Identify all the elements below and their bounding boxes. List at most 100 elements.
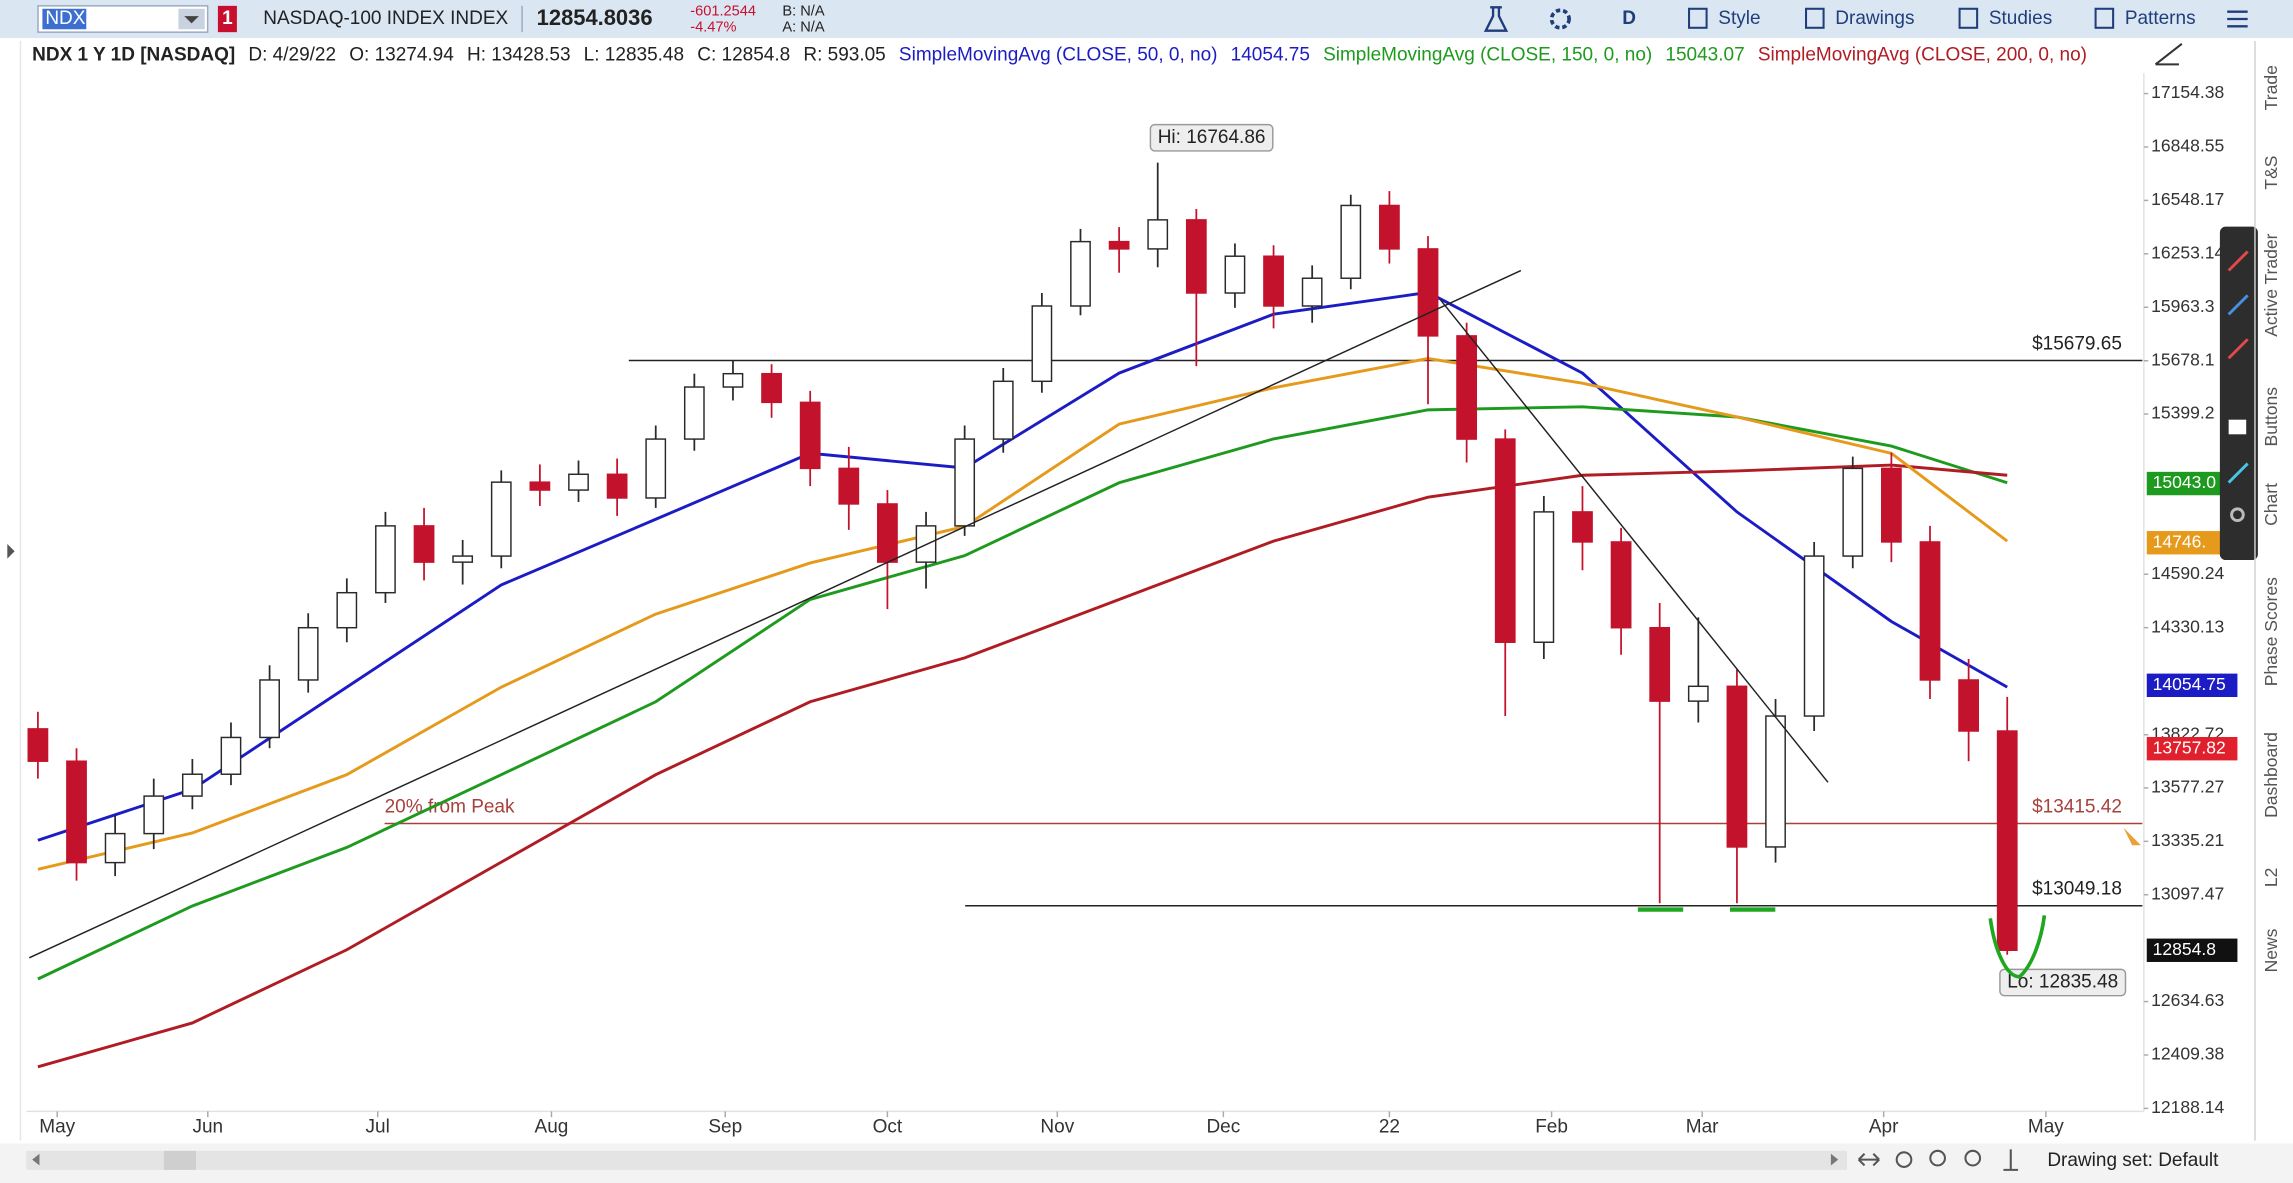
candle-body [1958,679,1979,732]
side-tab[interactable]: T&S [2261,155,2281,189]
candle-body [1572,511,1593,543]
tool-icon[interactable] [2227,250,2249,272]
candle-body [1610,541,1632,629]
side-tab[interactable]: Buttons [2261,387,2281,447]
last-price: 12854.8036 [537,5,653,30]
candle-body [490,481,512,557]
y-tick-label: 16548.17 [2151,189,2224,209]
scrollbar[interactable] [26,1150,1847,1170]
menu-icon[interactable] [1958,7,1979,29]
side-tab[interactable]: Chart [2261,483,2281,526]
y-tick-label: 15399.2 [2151,403,2214,423]
menu-button[interactable]: Style [1718,8,1760,29]
menu-button[interactable]: Studies [1989,8,2052,29]
zoom-controls [1857,1149,2019,1171]
candle-body [1996,730,2018,952]
x-tick-label: Apr [1869,1116,1899,1137]
y-tick-label: 15963.3 [2151,296,2214,316]
tool-icon[interactable] [2227,338,2249,360]
candle-body [336,591,358,629]
period-button[interactable]: D [1622,8,1636,29]
x-tick-label: Oct [873,1116,903,1137]
ohlc-field: L: 12835.48 [584,45,684,66]
candle-body [1919,541,1941,681]
flask-icon[interactable] [1483,6,1509,32]
menu-icon[interactable] [1805,7,1825,29]
toolbar [0,0,2293,39]
settings-icon[interactable] [1549,8,1571,30]
candle-body [877,503,898,563]
high-label-box [1149,123,1274,152]
price-tag-label: 14746. [2153,531,2207,551]
side-tab[interactable]: L2 [2261,868,2281,888]
candle-body [1108,240,1130,250]
ohlc-field: C: 12854.8 [697,45,790,66]
candle-body [1379,204,1400,250]
expand-arrow[interactable] [7,543,15,559]
ohlc-field: H: 13428.53 [467,45,571,66]
y-tick-label: 16253.14 [2151,242,2224,262]
menu-icon[interactable] [1688,7,1708,29]
candle-body [1031,305,1053,383]
price-tag [2146,736,2238,761]
tool-icon[interactable] [2227,294,2249,316]
ohlc-field: O: 13274.94 [349,45,454,66]
pan-icon[interactable] [1857,1153,1880,1167]
side-tab[interactable]: Trade [2261,65,2281,110]
x-tick-label: May [2028,1116,2064,1137]
side-tab[interactable]: Dashboard [2261,732,2281,818]
alert-badge[interactable] [217,5,237,33]
drawing-set-icon[interactable] [2003,1149,2019,1171]
x-tick-label: Mar [1686,1116,1719,1137]
symbol[interactable]: NDX [45,8,85,29]
price-level-label: $13415.42 [2032,796,2122,817]
menu-icon[interactable] [2094,7,2115,29]
candle-body [1842,467,1864,557]
candle-body [645,438,667,499]
scroll-thumb[interactable] [163,1150,196,1170]
side-tab[interactable]: Phase Scores [2261,577,2281,686]
bid: B: N/A [782,4,824,20]
candle-body [452,555,474,563]
candle-body [1263,255,1284,307]
tool-icon[interactable] [2227,462,2249,484]
drawing-tool-icons [2227,250,2249,523]
tool-icon[interactable] [2228,419,2247,435]
plot-area: 17154.38 16848.55 16548.17 16253.14 15963.3 1… [27,82,2238,1137]
menu-button[interactable]: Drawings [1835,8,1914,29]
menu-button[interactable]: Patterns [2125,8,2196,29]
price-level-label: $13049.18 [2032,879,2122,900]
candle-body [220,736,242,775]
side-tab[interactable]: News [2261,928,2281,972]
x-tick-label: Aug [535,1116,569,1137]
drawing-pen-icon[interactable] [2154,43,2183,66]
candle-body [1533,511,1555,643]
candle-body [529,481,551,491]
candle-body [722,372,744,388]
x-tick-label: May [39,1116,75,1137]
y-tick-label: 13577.27 [2151,777,2224,797]
zoom-in-icon[interactable] [1929,1149,1946,1167]
crosshair-icon[interactable] [1895,1151,1913,1168]
price-level-label: $15679.65 [2032,333,2122,354]
menu-icon[interactable] [2227,10,2248,28]
candle-body [259,679,280,739]
tool-icon[interactable] [2230,507,2245,523]
side-tab[interactable]: Active Trader [2261,233,2281,336]
candle-body [1070,240,1091,307]
drawing-set[interactable]: Drawing set: Default [2047,1150,2219,1171]
candle-body [992,380,1014,440]
candle-body [1765,715,1786,848]
candle-body [297,626,319,681]
trendline [1439,299,1829,783]
selection [42,8,87,30]
y-tick-label: 12634.63 [2151,990,2224,1010]
x-tick-label: Feb [1535,1116,1568,1137]
price-tag-label: 14054.75 [2153,674,2226,694]
x-tick-label: Jul [366,1116,390,1137]
candle-body [1224,255,1246,294]
zoom-out-icon[interactable] [1964,1149,1982,1167]
candle-body [1726,685,1748,848]
candle-body [1687,685,1709,702]
